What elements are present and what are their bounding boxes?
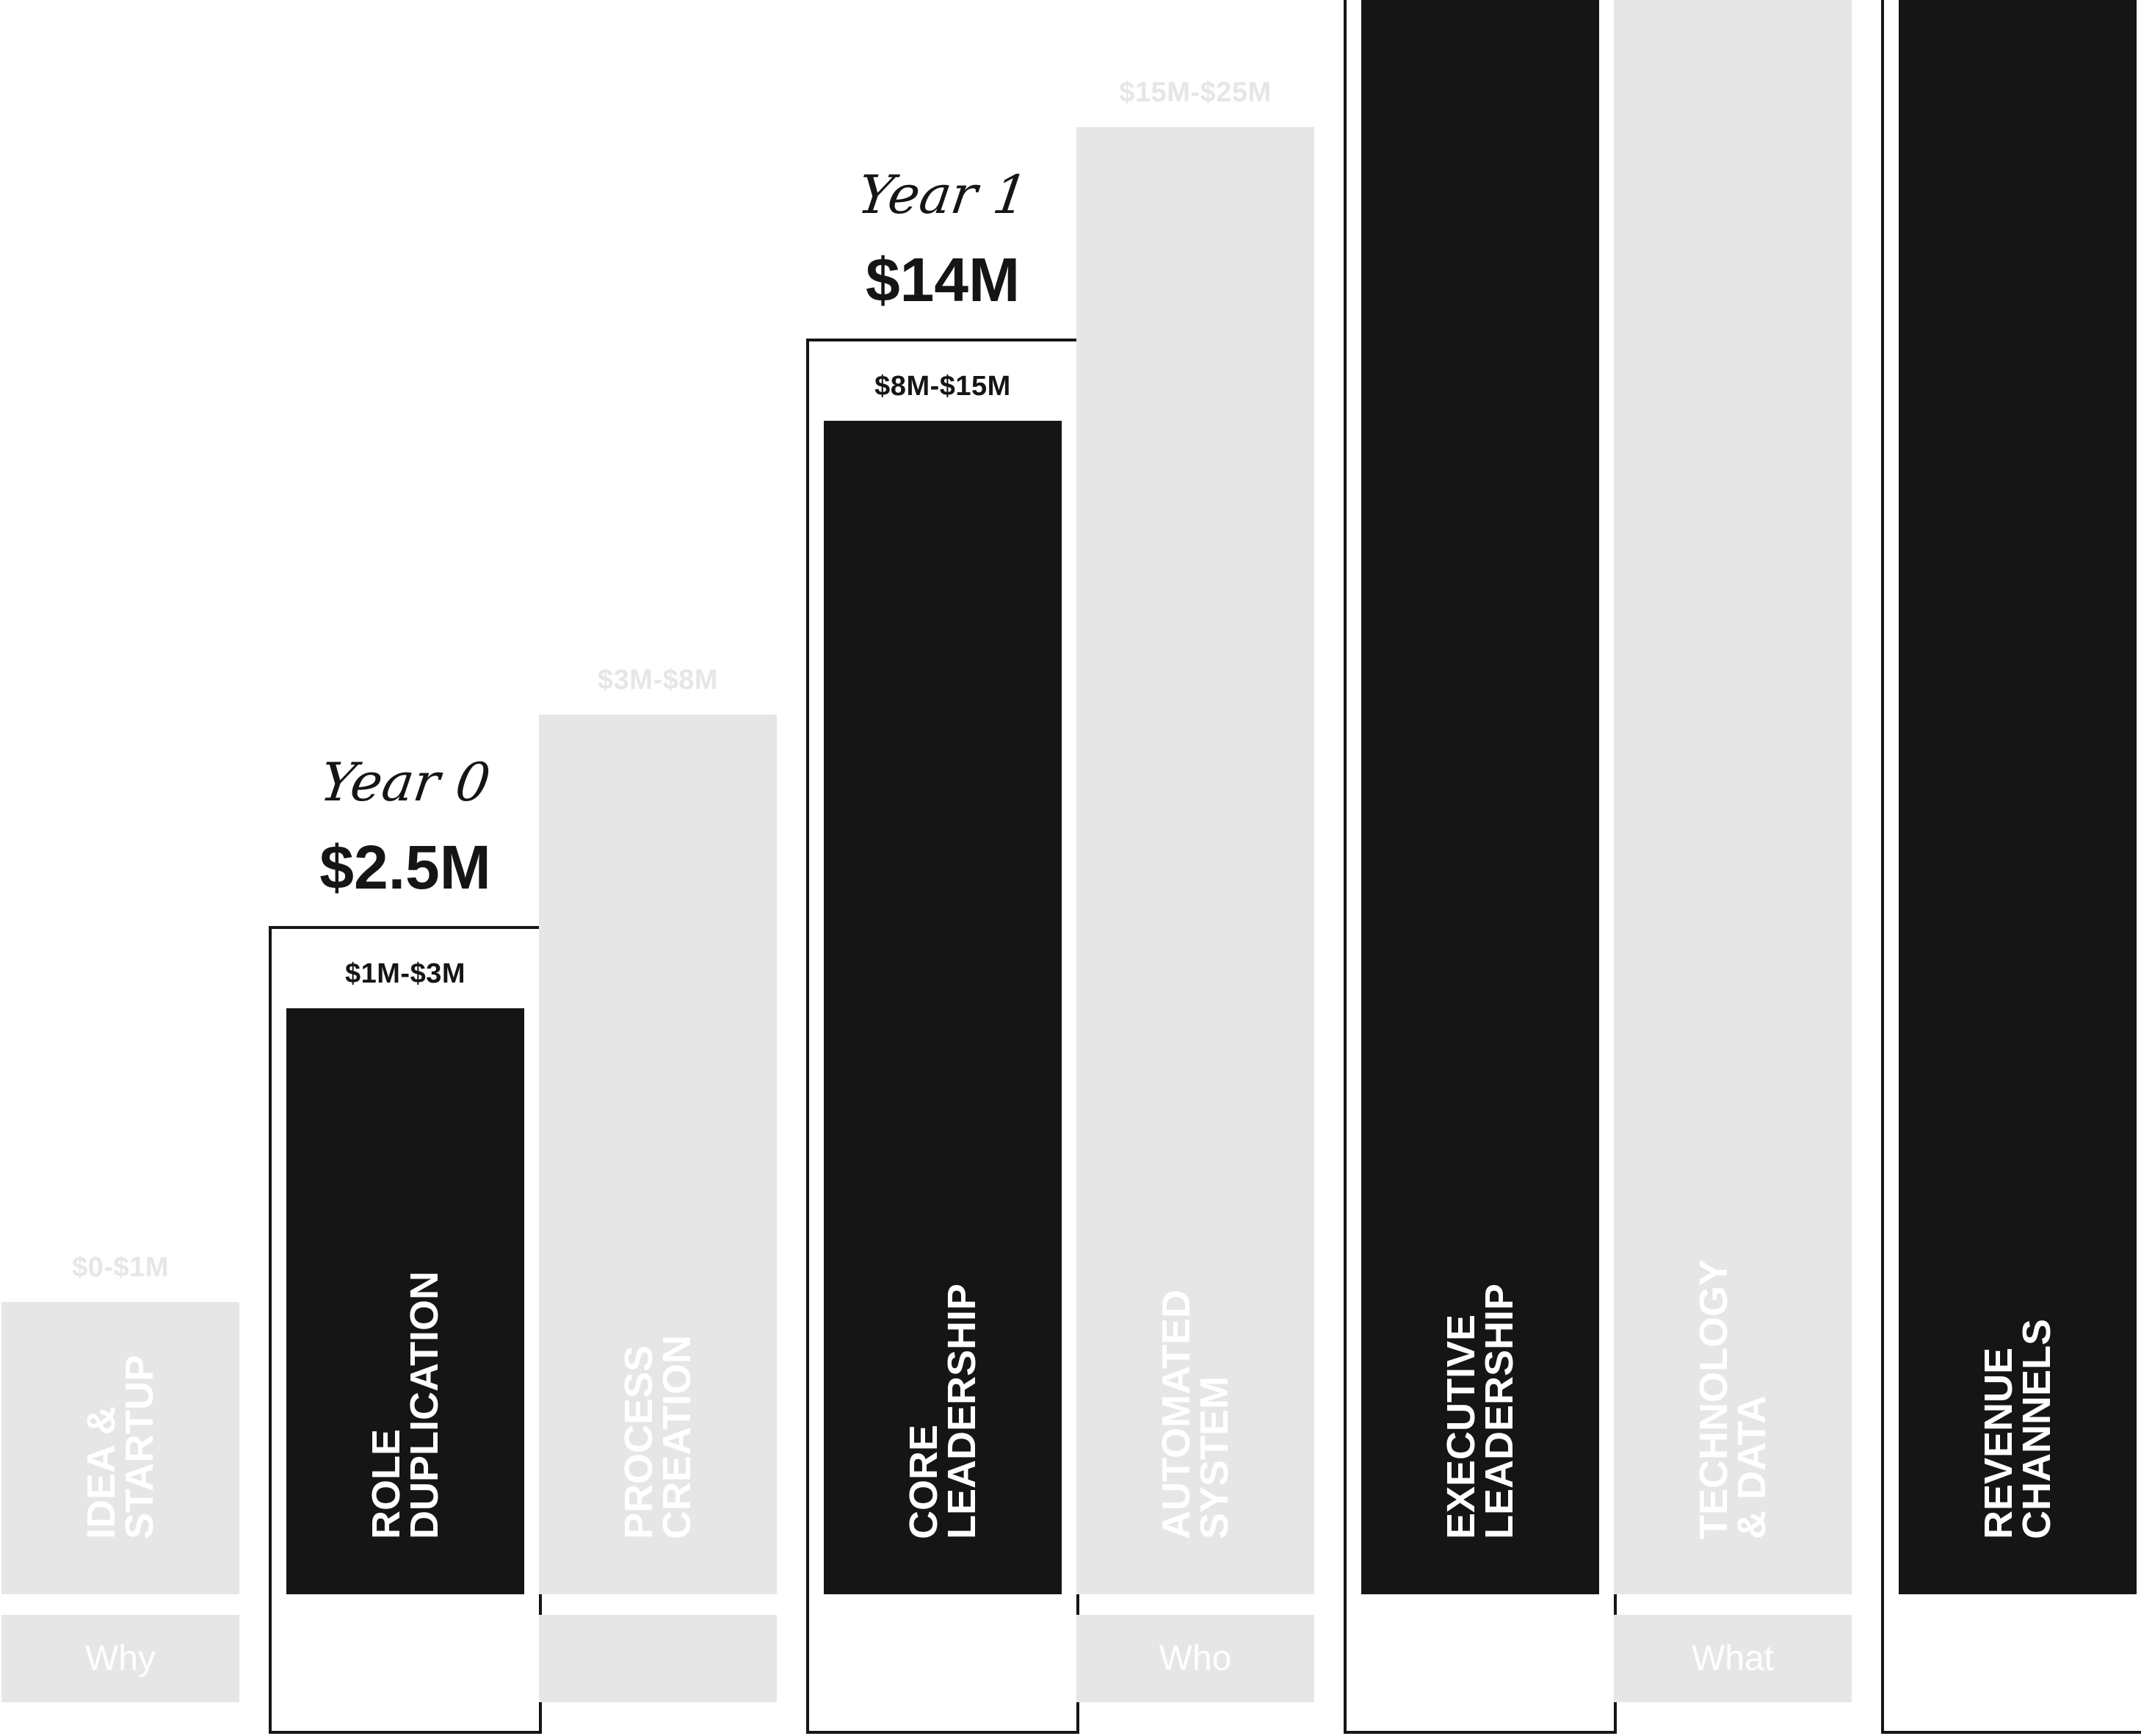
stage-label-line: & DATA — [1730, 1395, 1774, 1539]
stage-label-line: STARTUP — [117, 1355, 162, 1539]
range-label: $8M-$15M — [874, 371, 1011, 402]
stage-label-line: CHANNELS — [2015, 1318, 2059, 1539]
total-value: $2.5M — [319, 833, 491, 902]
year-label: Year 0 — [316, 751, 494, 813]
stage-label: TECHNOLOGY & DATA — [1689, 1245, 1777, 1539]
stage-bar — [286, 1008, 524, 1594]
stage-label: IDEA & STARTUP — [76, 1245, 164, 1539]
stage-bar — [1, 1302, 239, 1594]
total-value: $14M — [865, 245, 1021, 314]
bottom-cell: Who — [1076, 1615, 1314, 1702]
stage-bar — [1361, 0, 1599, 1594]
stage-label: AUTOMATED SYSTEM — [1151, 1245, 1239, 1539]
range-label: $0-$1M — [72, 1252, 169, 1283]
stage-label-line: LEADERSHIP — [940, 1283, 984, 1539]
stage-label-line: LEADERSHIP — [1477, 1283, 1521, 1539]
bottom-cell: Why — [1, 1615, 239, 1702]
stage-label: PROCESS CREATION — [614, 1245, 702, 1539]
stage-bar — [824, 421, 1062, 1594]
stage-label-line: EXECUTIVE — [1439, 1314, 1483, 1539]
stage-bar — [1614, 0, 1852, 1594]
stage-label-line: CORE — [902, 1424, 946, 1539]
year-label: Year 1 — [854, 164, 1032, 225]
stage-label-line: CREATION — [655, 1335, 699, 1539]
stage-label: ROLE DUPLICATION — [361, 1245, 449, 1539]
stage-label-line: DUPLICATION — [402, 1271, 446, 1539]
range-label: $3M-$8M — [598, 665, 718, 695]
bottom-cell: What — [1614, 1615, 1852, 1702]
stage-label-line: IDEA & — [79, 1406, 123, 1539]
stage-bar — [1899, 0, 2137, 1594]
stage-label-line: TECHNOLOGY — [1692, 1259, 1736, 1539]
stage-bar — [1076, 127, 1314, 1594]
stage-label-line: PROCESS — [617, 1345, 661, 1539]
bottom-cell — [539, 1615, 777, 1702]
range-label: $15M-$25M — [1119, 77, 1272, 108]
stage-bar — [539, 715, 777, 1594]
range-label: $1M-$3M — [345, 958, 465, 989]
stage-label-line: SYSTEM — [1192, 1375, 1236, 1539]
stage-label: CORE LEADERSHIP — [899, 1245, 987, 1539]
stage-label: REVENUE CHANNELS — [1974, 1245, 2062, 1539]
stage-label-line: AUTOMATED — [1154, 1290, 1198, 1539]
stage-label-line: REVENUE — [1977, 1347, 2021, 1539]
stage-label-line: ROLE — [364, 1428, 408, 1539]
stage-frame — [1881, 0, 2141, 1734]
stage-label: EXECUTIVE LEADERSHIP — [1436, 1245, 1524, 1539]
